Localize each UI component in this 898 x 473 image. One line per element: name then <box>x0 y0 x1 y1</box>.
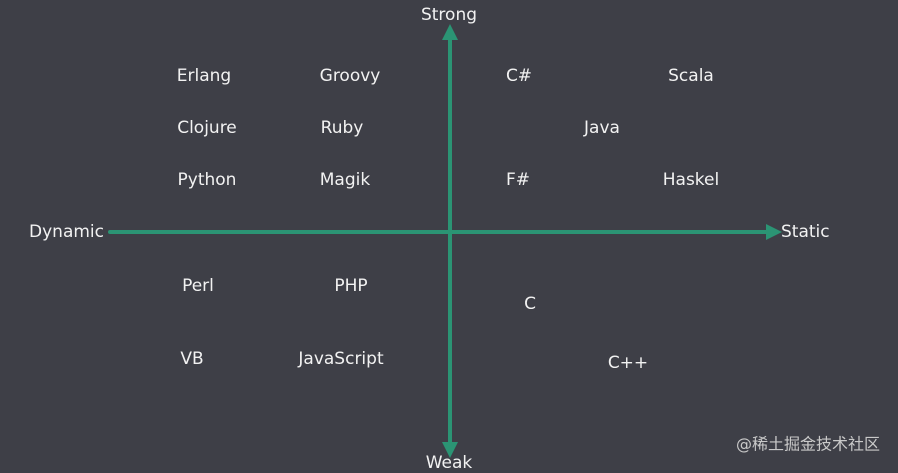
language: Python <box>178 170 237 190</box>
language: Perl <box>182 276 214 296</box>
axis-label-top: Strong <box>421 5 477 25</box>
language: VB <box>180 349 203 369</box>
language: Magik <box>320 170 371 190</box>
language: Groovy <box>320 66 381 86</box>
language: JavaScript <box>297 349 384 369</box>
language: C <box>524 294 536 314</box>
language: Erlang <box>177 66 231 86</box>
language: Java <box>583 118 620 138</box>
axis-label-right: Static <box>781 222 830 242</box>
language: Ruby <box>321 118 364 138</box>
axis-label-left: Dynamic <box>29 222 104 242</box>
language: C++ <box>608 353 648 373</box>
axis-label-bottom: Weak <box>426 453 473 473</box>
language: C# <box>506 66 532 86</box>
language: PHP <box>334 276 367 296</box>
language: Scala <box>668 66 714 86</box>
language: Clojure <box>177 118 237 138</box>
watermark: @稀土掘金技术社区 <box>736 435 880 454</box>
language: Haskel <box>663 170 719 190</box>
language: F# <box>506 170 530 190</box>
